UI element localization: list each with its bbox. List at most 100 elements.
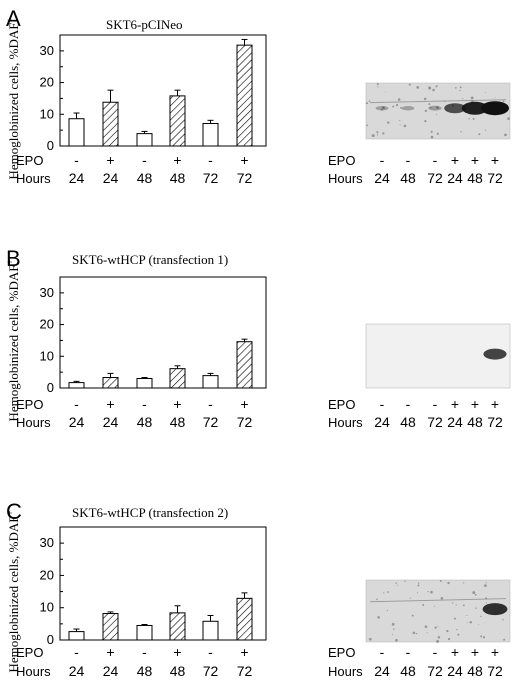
blot-speckle — [430, 106, 432, 109]
y-tick-label: 10 — [40, 600, 54, 615]
blot-epo-row-label: EPO — [328, 397, 355, 412]
blot-hour-label: 72 — [427, 170, 443, 186]
blot-band — [461, 101, 489, 115]
blot-speckle — [430, 590, 433, 594]
blot-speckle — [480, 635, 483, 638]
panel-letter: C — [6, 499, 22, 524]
y-axis-label: Hemoglobinized cells, %DAF+ — [5, 17, 21, 179]
blot-speckle — [371, 134, 375, 138]
blot-speckle — [484, 584, 487, 587]
blot-speckle — [485, 582, 487, 584]
bar — [236, 44, 253, 147]
blot-hour-label: 24 — [374, 170, 390, 186]
blot-hour-label: 48 — [400, 414, 416, 430]
blot-speckle — [416, 85, 420, 89]
hour-label: 48 — [137, 663, 153, 679]
blot-hour-label: 72 — [427, 663, 443, 679]
blot-band — [428, 105, 442, 111]
blot-hour-label: 24 — [374, 414, 390, 430]
y-tick-label: 10 — [40, 106, 54, 121]
y-tick-label: 0 — [47, 632, 54, 647]
blot-epo-sign: - — [406, 396, 411, 412]
blot-speckle — [417, 592, 419, 594]
blot-speckle — [366, 124, 369, 127]
chart-title: SKT6-wtHCP (transfection 2) — [72, 505, 228, 520]
blot-epo-row-label: EPO — [328, 153, 355, 168]
epo-sign: + — [173, 396, 181, 412]
blot-speckle — [382, 132, 385, 135]
blot-speckle — [462, 98, 464, 100]
blot-speckle — [440, 596, 444, 600]
bar — [169, 95, 186, 147]
blot-speckle — [399, 124, 401, 126]
blot-speckle — [474, 593, 477, 596]
blot-speckle — [503, 638, 506, 641]
blot-epo-row-label: EPO — [328, 645, 355, 660]
y-axis-label: Hemoglobinized cells, %DAF+ — [5, 259, 21, 421]
blot-speckle — [391, 622, 395, 626]
blot-speckle — [381, 106, 385, 110]
blot-speckle — [439, 580, 442, 582]
blot-speckle — [436, 132, 439, 135]
blot-hour-label: 24 — [447, 663, 463, 679]
blot-speckle — [409, 597, 411, 599]
blot-speckle — [459, 86, 462, 89]
blot-speckle — [436, 640, 440, 643]
epo-sign: - — [74, 644, 79, 660]
blot-speckle — [502, 100, 505, 103]
y-tick-label: 20 — [40, 75, 54, 90]
panel-letter: A — [6, 6, 21, 31]
epo-sign: - — [208, 644, 213, 660]
blot-speckle — [436, 106, 439, 109]
blot-band — [444, 103, 466, 114]
blot-speckle — [434, 626, 437, 629]
blot-speckle — [455, 604, 457, 606]
blot-epo-sign: - — [380, 152, 385, 168]
epo-sign: + — [240, 644, 248, 660]
blot-speckle — [485, 129, 487, 131]
blot-epo-sign: + — [451, 396, 459, 412]
hour-label: 24 — [103, 170, 119, 186]
epo-sign: - — [142, 152, 147, 168]
blot-speckle — [386, 609, 388, 612]
blot-speckle — [387, 591, 389, 593]
blot-epo-sign: - — [406, 644, 411, 660]
y-tick-label: 0 — [47, 380, 54, 395]
blot-speckle — [412, 631, 416, 635]
blot-speckle — [456, 628, 458, 631]
hour-label: 48 — [170, 414, 186, 430]
blot-speckle — [462, 604, 465, 607]
y-axis-label: Hemoglobinized cells, %DAF+ — [5, 510, 21, 672]
blot-speckle — [368, 100, 371, 102]
hour-label: 48 — [137, 414, 153, 430]
epo-row-label: EPO — [16, 153, 43, 168]
blot-speckle — [426, 632, 428, 634]
epo-sign: - — [74, 396, 79, 412]
blot-hour-label: 24 — [374, 663, 390, 679]
y-tick-label: 0 — [47, 138, 54, 153]
hour-label: 72 — [237, 663, 253, 679]
hour-label: 24 — [69, 663, 85, 679]
blot-speckle — [365, 102, 369, 105]
blot-speckle — [387, 121, 390, 124]
y-axis-label-superscript: + — [5, 259, 15, 264]
blot-speckle — [463, 582, 465, 584]
blot-speckle — [437, 636, 441, 639]
hour-label: 72 — [237, 170, 253, 186]
blot-epo-sign: + — [491, 644, 499, 660]
blot-speckle — [472, 591, 476, 595]
blot-speckle — [385, 91, 387, 93]
blot-speckle — [447, 581, 450, 585]
blot-speckle — [428, 103, 431, 106]
blot-hour-label: 72 — [427, 414, 443, 430]
blot-speckle — [397, 584, 398, 586]
blot-speckle — [400, 106, 403, 109]
hour-label: 48 — [170, 663, 186, 679]
hour-label: 24 — [69, 414, 85, 430]
epo-sign: - — [208, 396, 213, 412]
blot-speckle — [459, 89, 461, 92]
blot-speckle — [399, 120, 401, 122]
blot-speckle — [392, 105, 395, 108]
blot-speckle — [424, 625, 428, 629]
blot-streak — [369, 99, 507, 104]
